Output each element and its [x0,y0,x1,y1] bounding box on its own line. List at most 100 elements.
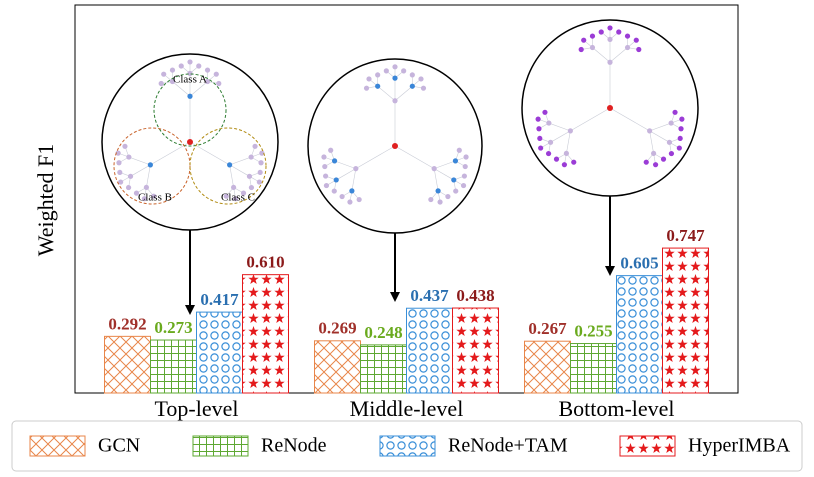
node [633,37,639,43]
legend-swatch [29,435,86,457]
edge [351,168,357,191]
node [248,154,254,160]
arrow-head [390,292,400,302]
node [535,116,541,122]
tree [535,25,685,168]
node [428,196,434,203]
node [118,179,124,185]
node [456,147,462,153]
node [581,37,587,43]
node [567,128,573,134]
node [366,76,372,82]
edge [146,164,151,188]
node [409,72,415,78]
node [322,163,328,170]
node [259,150,265,156]
node [331,158,338,164]
node [143,184,149,191]
node [216,80,222,87]
y-axis-label: Weighted F1 [33,144,58,257]
node [647,128,653,134]
node [187,139,193,145]
value-label: 0.267 [528,319,567,338]
node [252,143,258,149]
node [321,154,327,160]
annotation: Class A [173,74,207,86]
node [547,139,554,145]
value-label: 0.255 [574,321,612,340]
node [545,150,552,157]
node [187,70,193,76]
node [204,78,211,85]
legend-swatch [192,435,249,457]
node [248,184,255,191]
edge [434,160,456,169]
value-label: 0.292 [108,314,146,333]
edge [355,145,396,169]
edge [128,156,151,166]
bar [242,274,289,394]
bar [406,307,453,394]
node [553,156,560,162]
node [666,139,673,145]
node [537,135,543,142]
bar [150,339,197,394]
node [187,93,193,99]
node [563,150,569,157]
node [323,173,329,179]
x-tick-label: Top-level [155,396,239,421]
node [151,193,157,199]
value-label: 0.437 [410,286,449,305]
node [643,159,649,165]
value-label: 0.269 [318,319,356,338]
edge [566,130,571,154]
node [463,154,469,160]
node [672,109,678,115]
node [536,126,542,132]
bar [662,247,709,394]
node [401,68,407,74]
edge [394,85,413,101]
node [607,25,613,31]
class-circle [189,127,267,205]
node [339,193,345,200]
value-label: 0.610 [246,253,284,272]
node [133,190,140,196]
node [652,162,659,168]
node [353,166,359,172]
bar [360,344,407,394]
node [187,59,193,65]
node [161,71,167,77]
edge [377,85,396,101]
node [624,33,631,39]
node [323,182,330,189]
insets: Class A Class B Class C [101,19,699,315]
edge [189,81,208,97]
x-tick-label: Middle-level [350,396,464,421]
node [392,64,398,70]
edge [150,141,191,166]
node [668,120,674,126]
edge [434,168,454,181]
legend-label: ReNode+TAM [448,435,568,457]
bar [570,343,617,394]
node [546,120,552,126]
node [616,29,622,35]
edge [229,164,234,188]
node [462,163,468,170]
edge [649,122,672,132]
node [668,150,675,157]
edge [649,130,670,143]
node [116,160,122,166]
edge [189,141,230,166]
node [240,190,247,196]
edge [592,47,611,63]
legend-label: HyperIMBA [688,435,791,457]
node [636,46,642,53]
node [196,63,202,69]
edge [433,168,439,191]
node [356,196,362,203]
edge [548,122,571,132]
node [392,98,398,104]
node [178,63,184,69]
